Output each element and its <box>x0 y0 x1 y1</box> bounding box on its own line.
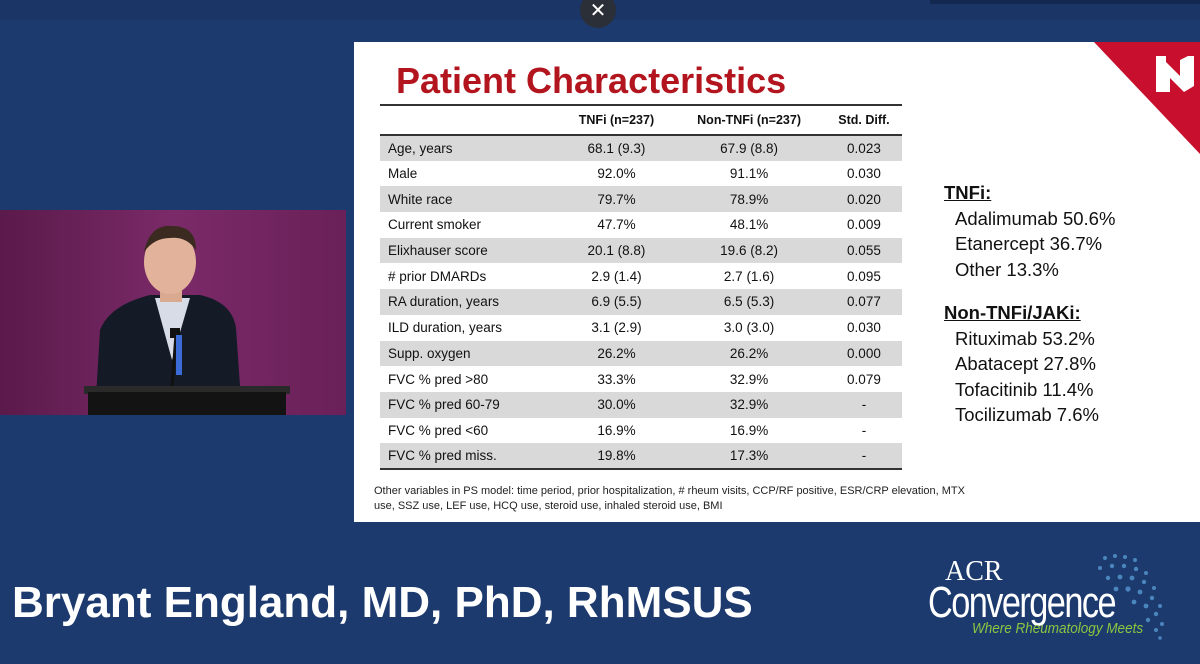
table-cell: - <box>825 391 902 418</box>
logo-convergence-text: Convergence <box>928 578 1117 627</box>
table-cell: 0.055 <box>825 237 902 264</box>
top-bar-strip <box>930 0 1200 4</box>
table-cell: 0.000 <box>825 340 902 367</box>
close-button[interactable]: ✕ <box>580 0 616 28</box>
table-cell: 0.077 <box>825 289 902 315</box>
list-item: Tocilizumab 7.6% <box>955 404 1099 425</box>
table-cell: 32.9% <box>672 391 826 418</box>
table-cell: 92.0% <box>597 166 636 182</box>
table-cell: 68.1 (9.3) <box>560 135 673 161</box>
table-row: White race 79.7% 78.9% 0.020 <box>380 186 902 213</box>
row-label: Age, years <box>380 135 561 161</box>
row-label: # prior DMARDs <box>388 268 487 284</box>
table-cell: 26.2% <box>560 340 673 367</box>
non-tnfi-header: Non-TNFi/JAKi: <box>944 302 1081 323</box>
tnfi-header: TNFi: <box>944 182 992 203</box>
podium <box>88 392 286 415</box>
presentation-slide: Patient Characteristics TNFi (n=237) Non… <box>354 42 1200 522</box>
table-cell: 16.9% <box>597 422 636 438</box>
table-cell: 6.9 (5.5) <box>560 289 673 315</box>
table-cell: 3.1 (2.9) <box>591 320 642 336</box>
table-cell: 16.9% <box>729 422 769 438</box>
table-cell: 32.9% <box>729 371 769 387</box>
patient-characteristics-table: TNFi (n=237) Non-TNFi (n=237) Std. Diff.… <box>380 104 902 470</box>
table-cell: 2.7 (1.6) <box>723 268 775 284</box>
header-cell <box>380 104 561 136</box>
table-cell: - <box>861 422 867 438</box>
row-label: Male <box>388 166 418 182</box>
slide-title: Patient Characteristics <box>396 60 787 101</box>
table-cell: 91.1% <box>729 166 769 182</box>
row-label: FVC % pred <60 <box>388 422 489 438</box>
row-label: Supp. oxygen <box>380 340 561 367</box>
speaker-figure <box>95 225 242 415</box>
row-label: FVC % pred 60-79 <box>380 391 561 418</box>
table-cell: 48.1% <box>729 217 769 233</box>
table-cell: 6.5 (5.3) <box>672 289 826 315</box>
table-cell: 20.1 (8.8) <box>560 237 673 264</box>
podium-top <box>84 386 290 394</box>
table-row: FVC % pred miss. 19.8% 17.3% - <box>380 443 902 470</box>
table-cell: 0.095 <box>847 268 881 284</box>
table-row: Male 92.0% 91.1% 0.030 <box>380 161 902 187</box>
logo-tagline: Where Rheumatology Meets <box>972 620 1144 637</box>
row-label: FVC % pred >80 <box>388 371 489 387</box>
table-row: Supp. oxygen 26.2% 26.2% 0.000 <box>380 340 902 367</box>
table-cell: 30.0% <box>560 391 673 418</box>
table-cell: 0.009 <box>847 217 881 233</box>
logo-acr-text: ACR <box>945 556 1003 587</box>
table-row: FVC % pred <60 16.9% 16.9% - <box>380 418 902 444</box>
row-label: FVC % pred miss. <box>380 443 561 470</box>
table-row: Elixhauser score 20.1 (8.8) 19.6 (8.2) 0.05… <box>380 237 902 264</box>
table-cell: 19.6 (8.2) <box>672 237 826 264</box>
table-row: Age, years 68.1 (9.3) 67.9 (8.8) 0.023 <box>380 135 902 161</box>
treatment-breakdown: TNFi: Adalimumab 50.6% Etanercept 36.7% … <box>944 180 1115 428</box>
dot-globe-icon <box>1098 554 1164 640</box>
list-item: Etanercept 36.7% <box>955 233 1103 254</box>
slide-footnote: Other variables in PS model: time period… <box>374 485 965 512</box>
row-label: White race <box>380 186 561 213</box>
list-item: Rituximab 53.2% <box>955 327 1095 349</box>
speaker-name: Bryant England, MD, PhD, RhMSUS <box>12 578 753 627</box>
table-cell: 67.9 (8.8) <box>672 135 826 161</box>
table-cell: - <box>825 443 902 470</box>
row-label: RA duration, years <box>380 289 561 315</box>
table-cell: 0.030 <box>847 320 881 336</box>
close-icon: ✕ <box>589 0 607 22</box>
table-cell: 2.9 (1.4) <box>591 268 642 284</box>
table-cell: 0.030 <box>847 166 881 182</box>
table-cell: 33.3% <box>597 371 636 387</box>
table-row: # prior DMARDs 2.9 (1.4) 2.7 (1.6) 0.095 <box>380 263 902 289</box>
spacer <box>944 282 1115 300</box>
list-item: Adalimumab 50.6% <box>955 207 1116 229</box>
header-cell: Non-TNFi (n=237) <box>672 104 826 136</box>
table-header-row: TNFi (n=237) Non-TNFi (n=237) Std. Diff. <box>380 104 902 136</box>
row-label: ILD duration, years <box>388 320 503 336</box>
table-cell: 79.7% <box>560 186 673 213</box>
table-cell: 17.3% <box>672 443 826 470</box>
list-item: Tofacitinib 11.4% <box>955 378 1094 400</box>
table-cell: 26.2% <box>672 340 826 367</box>
table-cell: 78.9% <box>672 186 826 213</box>
header-cell: TNFi (n=237) <box>560 104 673 136</box>
table-row: RA duration, years 6.9 (5.5) 6.5 (5.3) 0.07… <box>380 289 902 315</box>
table-row: Current smoker 47.7% 48.1% 0.009 <box>380 212 902 238</box>
table-cell: 0.023 <box>825 135 902 161</box>
table-cell: 0.079 <box>847 371 881 387</box>
university-logo <box>1094 42 1200 154</box>
table-row: FVC % pred 60-79 30.0% 32.9% - <box>380 391 902 418</box>
acr-convergence-logo: ACR Convergence Where Rheumatology Meets <box>920 548 1180 648</box>
list-item: Abatacept 27.8% <box>955 353 1096 374</box>
list-item: Other 13.3% <box>955 258 1059 280</box>
row-label: Current smoker <box>388 217 482 233</box>
row-label: Elixhauser score <box>380 237 561 264</box>
table-cell: 19.8% <box>560 443 673 470</box>
speaker-video <box>0 210 346 415</box>
table-row: ILD duration, years 3.1 (2.9) 3.0 (3.0) 0.0… <box>380 315 902 341</box>
header-cell: Std. Diff. <box>825 104 902 136</box>
table-row: FVC % pred >80 33.3% 32.9% 0.079 <box>380 366 902 392</box>
table-cell: 3.0 (3.0) <box>723 320 775 336</box>
table-cell: 47.7% <box>597 217 636 233</box>
table-cell: 0.020 <box>825 186 902 213</box>
